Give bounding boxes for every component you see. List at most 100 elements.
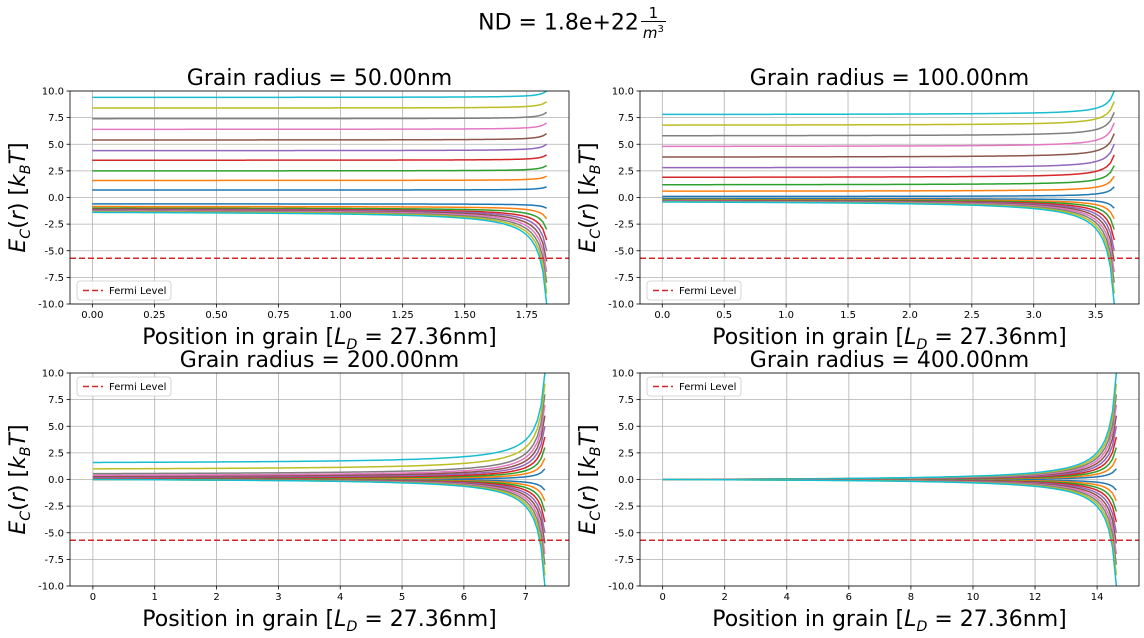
series-line-upper-3 <box>92 164 547 172</box>
series-line-lower-10 <box>662 201 1115 304</box>
y-tick-label: 7.5 <box>618 113 634 124</box>
x-tick-label: 6 <box>846 592 852 603</box>
x-tick-label: 1.50 <box>454 310 476 321</box>
x-tick-label: 8 <box>908 592 914 603</box>
y-tick-label: 5.0 <box>48 422 64 433</box>
series-line-upper-6 <box>662 415 1118 481</box>
x-tick-label: 0.00 <box>81 310 103 321</box>
series-line-upper-10 <box>662 91 1115 116</box>
y-tick-label: 10.0 <box>42 369 64 380</box>
series-line-lower-9 <box>92 478 546 576</box>
x-tick-label: 0 <box>659 592 665 603</box>
series-line-lower-3 <box>92 207 548 230</box>
series-line-upper-9 <box>92 101 548 109</box>
x-tick-label: 1 <box>152 592 158 603</box>
series-line-upper-1 <box>662 186 1115 198</box>
x-tick-label: 0.0 <box>654 310 670 321</box>
x-tick-label: 5 <box>399 592 405 603</box>
y-tick-label: -2.5 <box>44 502 64 513</box>
x-tick-label: 3 <box>275 592 281 603</box>
y-tick-label: 2.5 <box>48 166 64 177</box>
series-line-upper-8 <box>92 394 546 475</box>
x-tick-label: 1.75 <box>516 310 538 321</box>
series-line-upper-6 <box>92 415 546 478</box>
y-tick-label: -7.5 <box>614 273 634 284</box>
series-line-upper-5 <box>662 143 1115 169</box>
x-tick-label: 10 <box>967 592 980 603</box>
series-line-upper-4 <box>92 154 547 161</box>
y-tick-label: 7.5 <box>48 395 64 406</box>
y-tick-label: 7.5 <box>618 395 634 406</box>
suptitle-unit-fraction: 1 m3 <box>640 6 666 41</box>
legend-label: Fermi Level <box>679 286 736 297</box>
series-line-upper-10 <box>92 373 546 464</box>
y-axis-label: EC(r) [kBT] <box>6 142 34 252</box>
legend-box <box>76 376 172 397</box>
legend: Fermi Level <box>76 280 172 301</box>
y-tick-label: 0.0 <box>618 193 634 204</box>
series-line-lower-2 <box>92 205 548 220</box>
x-axis-label: Position in grain [LD = 27.36nm] <box>142 325 496 353</box>
subplot-title: Grain radius = 50.00nm <box>187 66 452 91</box>
x-tick-label: 3.0 <box>1026 310 1042 321</box>
series-line-lower-8 <box>92 478 546 565</box>
x-tick-label: 1.00 <box>329 310 351 321</box>
series-line-lower-7 <box>92 478 546 555</box>
suptitle-unit-base: m <box>642 24 658 42</box>
legend-label: Fermi Level <box>109 382 166 393</box>
series-group <box>92 373 546 586</box>
x-axis-label: Position in grain [LD = 27.36nm] <box>712 607 1066 635</box>
x-tick-label: 2.5 <box>964 310 980 321</box>
x-axis-label: Position in grain [LD = 27.36nm] <box>712 325 1066 353</box>
y-tick-label: -7.5 <box>44 273 64 284</box>
legend-box <box>76 280 172 301</box>
y-tick-label: -7.5 <box>614 555 634 566</box>
suptitle-prefix: ND = 1.8e+22 <box>478 10 639 36</box>
series-line-upper-1 <box>92 186 547 191</box>
y-axis-label: EC(r) [kBT] <box>6 424 34 534</box>
y-tick-label: 10.0 <box>42 87 64 98</box>
x-tick-label: 14 <box>1091 592 1104 603</box>
series-line-lower-10 <box>92 211 548 304</box>
series-line-upper-2 <box>92 175 547 182</box>
y-tick-label: 10.0 <box>612 369 634 380</box>
series-line-upper-8 <box>92 111 548 120</box>
subplot-title: Grain radius = 100.00nm <box>750 66 1029 91</box>
series-line-upper-6 <box>92 132 548 141</box>
series-line-upper-4 <box>662 154 1115 179</box>
x-tick-label: 0.50 <box>205 310 227 321</box>
series-line-lower-1 <box>662 197 1115 209</box>
y-tick-label: -2.5 <box>44 220 64 231</box>
subplot-title: Grain radius = 200.00nm <box>180 348 459 373</box>
y-tick-label: -5.0 <box>614 246 634 257</box>
y-axis-label: EC(r) [kBT] <box>576 424 604 534</box>
x-tick-label: 4 <box>337 592 343 603</box>
x-tick-label: 6 <box>461 592 467 603</box>
x-axis-label: Position in grain [LD = 27.36nm] <box>142 607 496 635</box>
x-tick-label: 12 <box>1029 592 1042 603</box>
legend: Fermi Level <box>646 376 742 397</box>
suptitle-unit-denominator: m3 <box>641 22 666 41</box>
y-tick-label: -10.0 <box>608 582 634 593</box>
series-line-upper-2 <box>662 175 1115 192</box>
y-tick-label: -2.5 <box>614 220 634 231</box>
legend-label: Fermi Level <box>109 286 166 297</box>
series-line-lower-10 <box>662 478 1118 586</box>
series-line-upper-9 <box>662 101 1115 126</box>
y-tick-label: 7.5 <box>48 113 64 124</box>
y-tick-label: 0.0 <box>48 193 64 204</box>
y-tick-label: 5.0 <box>618 422 634 433</box>
x-tick-label: 2 <box>213 592 219 603</box>
x-tick-label: 1.5 <box>840 310 856 321</box>
suptitle-unit-exponent: 3 <box>657 24 664 35</box>
subplot-3: 0 1 2 3 4 5 6 7 -10.0 -7.5 -5.0 -2.5 0.0 2.5 5.0 7.5 10.… <box>6 348 570 635</box>
series-line-upper-8 <box>662 394 1118 481</box>
subplot-4: 0 2 4 6 8 10 12 14 -10.0 -7.5 -5.0 -2.5 0.0 2.5 5.0 7.5… <box>576 348 1140 635</box>
series-line-lower-8 <box>662 200 1115 283</box>
x-tick-label: 7 <box>523 592 529 603</box>
series-group <box>92 91 548 304</box>
y-tick-label: 5.0 <box>618 140 634 151</box>
y-axis-label: EC(r) [kBT] <box>576 142 604 252</box>
series-line-upper-5 <box>92 143 548 152</box>
